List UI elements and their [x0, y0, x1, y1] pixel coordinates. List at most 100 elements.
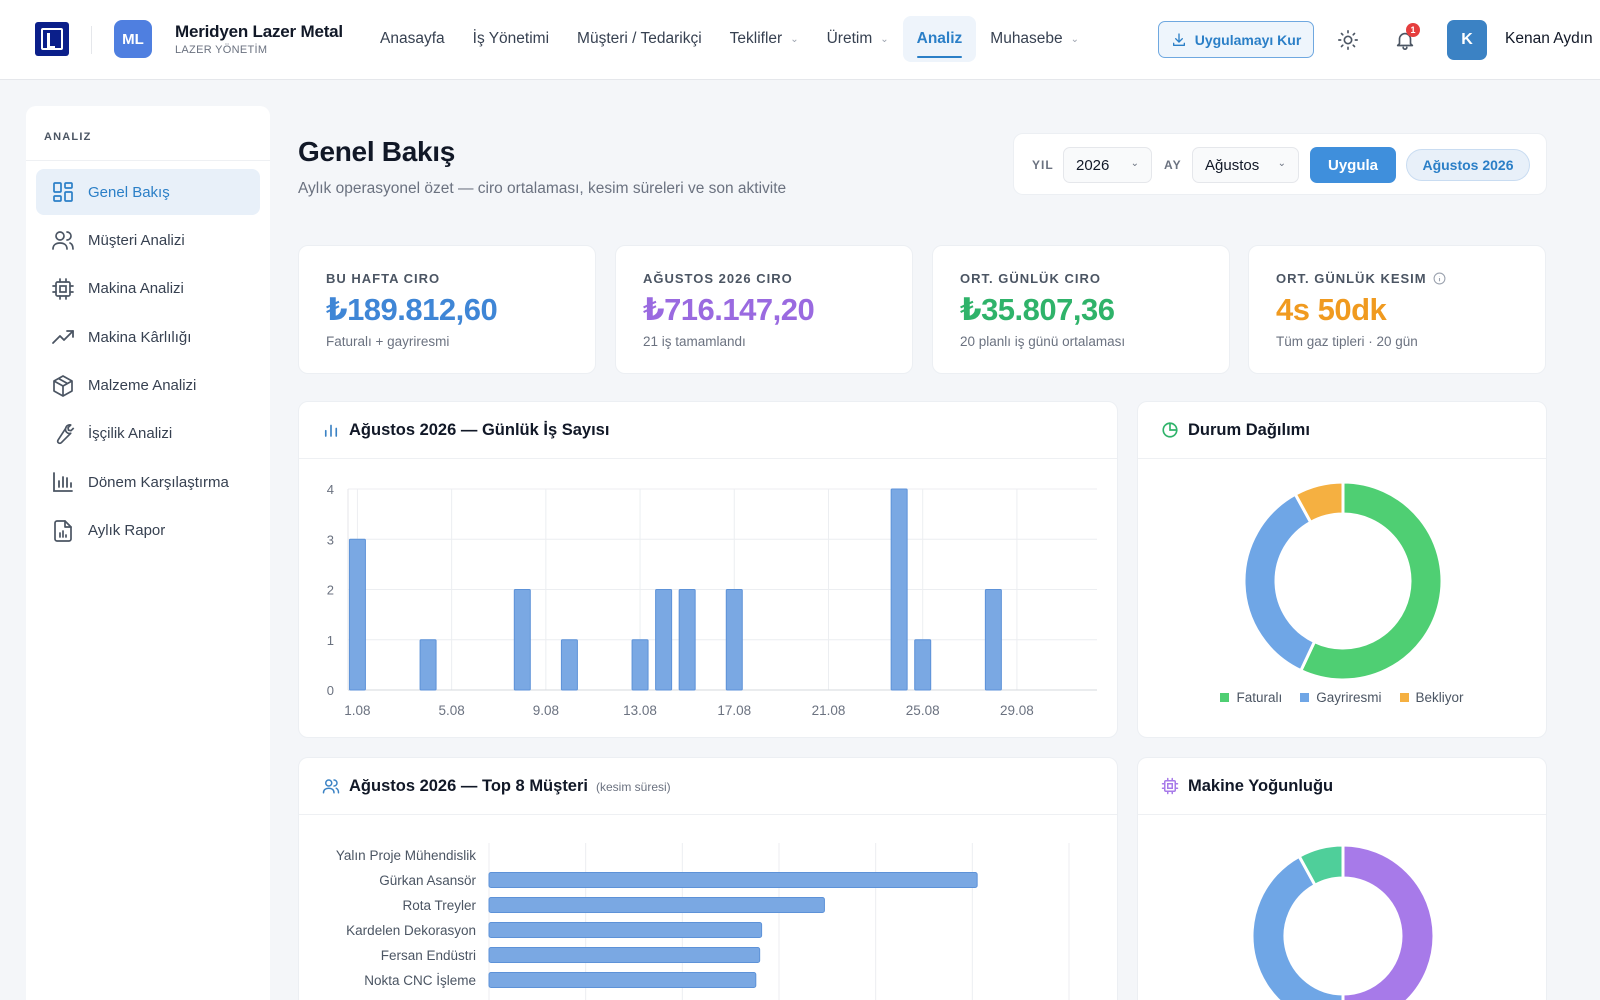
theme-toggle-button[interactable]: [1335, 27, 1361, 53]
kpi-card-avg-daily-cut: ORT. GÜNLÜK KESIM 4s 50dk Tüm gaz tipler…: [1248, 245, 1546, 374]
nav-item-anasayfa[interactable]: Anasayfa: [366, 16, 459, 62]
wrench-icon: [50, 421, 76, 447]
grid: [348, 488, 1097, 691]
nav-label: Teklifler: [729, 30, 783, 47]
nav-item-analiz[interactable]: Analiz: [902, 16, 977, 62]
kpi-label: BU HAFTA CIRO: [326, 271, 440, 286]
kpi-label-text: ORT. GÜNLÜK KESIM: [1276, 271, 1427, 286]
nav-item-uretim[interactable]: Üretim ⌄: [813, 16, 903, 62]
download-icon: [1172, 32, 1185, 46]
x-tick-label: 17.08: [717, 703, 751, 718]
x-tick-label: 29.08: [1000, 703, 1034, 718]
legend-label: Bekliyor: [1415, 690, 1464, 705]
nav-item-musteri-tedarikci[interactable]: Müşteri / Tedarikçi: [563, 16, 716, 62]
user-avatar[interactable]: K: [1447, 20, 1487, 60]
kpi-card-monthly-revenue: AĞUSTOS 2026 CIRO ₺716.147,20 21 iş tama…: [615, 245, 913, 374]
sidebar-item-makina-karliligi[interactable]: Makina Kârlılığı: [36, 314, 260, 360]
donut-slice: [1298, 480, 1444, 682]
sun-icon: [1338, 30, 1358, 50]
sidebar-item-label: Makina Kârlılığı: [88, 328, 192, 346]
period-filter: YIL 2026 ⌄ AY Ağustos ⌄ Uygula Ağustos 2…: [1013, 133, 1547, 195]
sidebar-item-label: Müşteri Analizi: [88, 231, 185, 249]
legend-item[interactable]: Bekliyor: [1399, 690, 1464, 705]
install-app-button[interactable]: Uygulamayı Kur: [1158, 21, 1314, 58]
y-tick-label: 0: [327, 683, 334, 698]
machine-density-panel: Makine Yoğunluğu: [1137, 757, 1547, 1000]
kpi-card-weekly-revenue: BU HAFTA CIRO ₺189.812,60 Faturalı + gay…: [298, 245, 596, 374]
panel-title: Makine Yoğunluğu: [1188, 776, 1334, 795]
divider: [91, 26, 92, 54]
kpi-label: AĞUSTOS 2026 CIRO: [643, 271, 793, 286]
kpi-label-text: BU HAFTA CIRO: [326, 271, 441, 286]
legend-swatch: [1220, 693, 1230, 702]
month-value: Ağustos: [1205, 156, 1260, 174]
legend-item[interactable]: Gayriresmi: [1300, 690, 1382, 705]
status-legend: Faturalı Gayriresmi Bekliyor: [1138, 690, 1546, 705]
sidebar-item-makina-analizi[interactable]: Makina Analizi: [36, 266, 260, 312]
y-tick-label: Gürkan Asansör: [379, 873, 476, 888]
sidebar-item-genel-bakis[interactable]: Genel Bakış: [36, 169, 260, 215]
sidebar-item-musteri-analizi[interactable]: Müşteri Analizi: [36, 217, 260, 263]
sidebar-item-label: Aylık Rapor: [88, 522, 166, 540]
user-name[interactable]: Kenan Aydın: [1505, 30, 1593, 47]
page-title: Genel Bakış: [298, 136, 456, 167]
sidebar-item-iscilik-analizi[interactable]: İşçilik Analizi: [36, 411, 260, 457]
y-tick-label: Fersan Endüstri: [381, 948, 476, 963]
panel-header: Makine Yoğunluğu: [1138, 758, 1546, 815]
bar-chart-icon: [50, 469, 76, 495]
panel-header: Ağustos 2026 — Günlük İş Sayısı: [299, 402, 1117, 459]
cpu-icon: [1160, 776, 1180, 796]
sidebar-item-aylik-rapor[interactable]: Aylık Rapor: [36, 508, 260, 554]
app-logo[interactable]: [35, 22, 69, 56]
report-icon: [50, 518, 76, 544]
install-label: Uygulamayı Kur: [1194, 31, 1302, 48]
bar: [678, 589, 696, 691]
year-value: 2026: [1076, 156, 1110, 174]
chevron-down-icon: ⌄: [1070, 33, 1080, 45]
bar: [513, 589, 531, 691]
sidebar-item-label: Genel Bakış: [88, 183, 170, 201]
apply-button[interactable]: Uygula: [1310, 147, 1396, 183]
x-tick-label: 9.08: [533, 703, 559, 718]
nav-item-muhasebe[interactable]: Muhasebe ⌄: [976, 16, 1093, 62]
trending-up-icon: [50, 324, 76, 350]
users-icon: [50, 227, 76, 253]
month-select[interactable]: Ağustos ⌄: [1192, 147, 1299, 183]
y-tick-label: Rota Treyler: [402, 898, 476, 913]
kpi-value: ₺716.147,20: [643, 292, 815, 327]
kpi-label-text: AĞUSTOS 2026 CIRO: [643, 271, 793, 286]
info-icon[interactable]: [1433, 272, 1446, 285]
top-navbar: ML Meridyen Lazer Metal LAZER YÖNETİM An…: [0, 0, 1600, 80]
nav-item-is-yonetimi[interactable]: İş Yönetimi: [459, 16, 563, 62]
donut-slice: [1293, 480, 1345, 525]
chevron-down-icon: ⌄: [880, 33, 889, 45]
sidebar-item-malzeme-analizi[interactable]: Malzeme Analizi: [36, 363, 260, 409]
chevron-down-icon: ⌄: [1130, 158, 1139, 169]
notifications-button[interactable]: 1: [1392, 23, 1420, 53]
company-subtitle: LAZER YÖNETİM: [175, 44, 268, 56]
bar: [419, 639, 437, 691]
bar-chart-icon: [321, 420, 341, 440]
sidebar-list: Genel Bakış Müşteri Analizi Makina Anali…: [36, 169, 260, 556]
kpi-value: ₺35.807,36: [960, 292, 1115, 327]
x-tick-label: 21.08: [812, 703, 846, 718]
panel-title: Ağustos 2026 — Top 8 Müşteri: [349, 776, 588, 795]
panel-title: Durum Dağılımı: [1188, 420, 1310, 439]
y-tick-label: 3: [327, 532, 334, 547]
legend-item[interactable]: Faturalı: [1220, 690, 1282, 705]
legend-swatch: [1399, 693, 1409, 702]
page-subtitle: Aylık operasyonel özet — ciro ortalaması…: [298, 180, 787, 197]
kpi-label: ORT. GÜNLÜK CIRO: [960, 271, 1101, 286]
company-avatar[interactable]: ML: [114, 20, 152, 58]
nav-label: Muhasebe: [990, 30, 1063, 47]
sidebar-item-donem-karsilastirma[interactable]: Dönem Karşılaştırma: [36, 459, 260, 505]
sidebar: ANALIZ Genel Bakış Müşteri Analizi Makin…: [26, 106, 270, 1000]
nav-item-teklifler[interactable]: Teklifler ⌄: [716, 16, 813, 62]
chevron-down-icon: ⌄: [790, 33, 799, 45]
year-select[interactable]: 2026 ⌄: [1063, 147, 1152, 183]
y-tick-label: 2: [327, 583, 334, 598]
y-tick-label: Nokta CNC İşleme: [364, 973, 476, 988]
pie-chart-icon: [1160, 420, 1180, 440]
month-label: AY: [1164, 158, 1182, 172]
bar: [984, 589, 1002, 691]
